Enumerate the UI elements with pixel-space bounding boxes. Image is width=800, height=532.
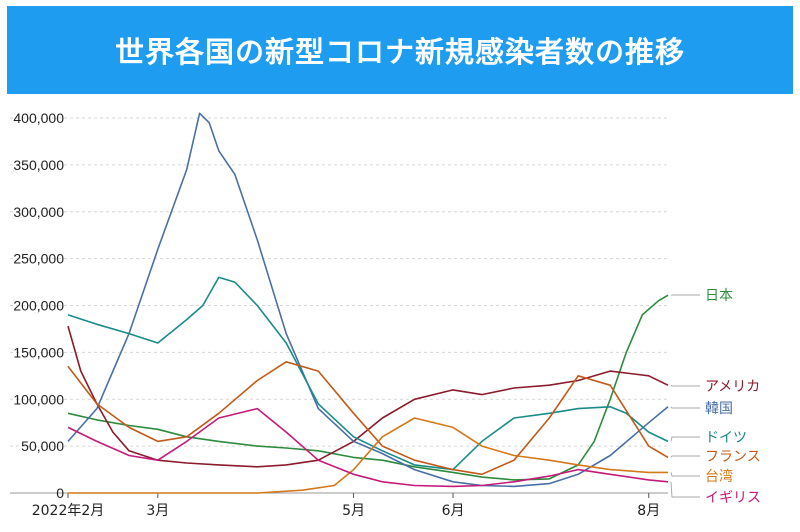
series-label: 台湾 — [705, 468, 733, 485]
series-label: ドイツ — [705, 430, 747, 446]
series-line — [67, 325, 669, 468]
series-label: フランス — [705, 449, 761, 465]
x-tick-label: 2022年2月 — [32, 503, 105, 519]
series-line — [67, 407, 669, 488]
x-tick-label: 3月 — [146, 503, 169, 519]
y-tick-label: 250,000 — [13, 251, 64, 267]
y-tick-label: 100,000 — [13, 391, 64, 407]
x-tick-label: 6月 — [442, 503, 465, 519]
grid-lines — [10, 117, 668, 494]
y-tick-label: 350,000 — [13, 157, 64, 173]
y-tick-label: 200,000 — [13, 298, 64, 314]
y-axis-ticks: 0 50,000 100,000 150,000 200,000 250,000 300,0… — [13, 110, 64, 501]
label-leader — [670, 436, 700, 442]
label-leader — [670, 455, 700, 458]
y-tick-label: 400,000 — [13, 110, 64, 126]
series-label: イギリス — [705, 490, 761, 506]
series-line — [67, 361, 669, 476]
series-label: 韓国 — [705, 401, 733, 417]
series-line — [67, 112, 669, 488]
series-line — [67, 294, 669, 481]
series-label: アメリカ — [705, 379, 760, 395]
label-leader — [670, 406, 700, 409]
x-tick-label: 8月 — [637, 503, 660, 519]
series-line — [67, 276, 669, 471]
y-tick-label: 0 — [56, 485, 64, 501]
series-label: 日本 — [705, 288, 733, 304]
y-tick-label: 300,000 — [13, 204, 64, 220]
label-leader — [670, 481, 700, 498]
x-axis-ticks: 2022年2月 3月 5月 6月 8月 — [32, 493, 660, 519]
chart-header: 世界各国の新型コロナ新規感染者数の推移 — [7, 6, 793, 94]
series-lines — [67, 112, 669, 494]
series-line — [68, 417, 668, 494]
label-leader — [670, 472, 700, 477]
chart-title: 世界各国の新型コロナ新規感染者数の推移 — [114, 35, 685, 69]
x-tick-label: 5月 — [342, 503, 365, 519]
y-tick-label: 150,000 — [13, 344, 64, 360]
label-leader — [670, 384, 700, 387]
y-tick-label: 50,000 — [21, 438, 64, 454]
